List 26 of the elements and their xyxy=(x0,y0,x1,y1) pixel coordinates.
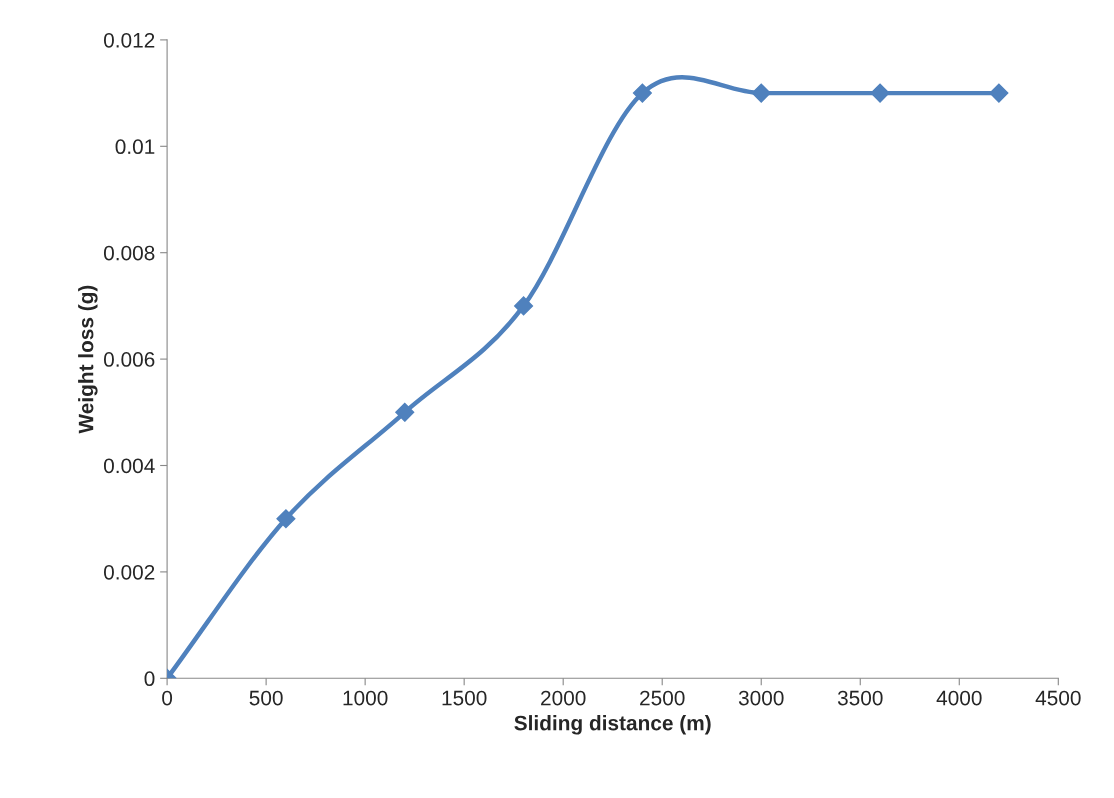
x-tick-label: 1000 xyxy=(343,690,388,706)
y-tick-label: 0.004 xyxy=(103,458,155,474)
y-tick-label: 0.008 xyxy=(103,245,155,261)
x-tick-label: 0 xyxy=(162,690,173,706)
y-tick-label: 0.006 xyxy=(103,352,155,367)
x-tick-label: 4500 xyxy=(1035,690,1081,706)
point xyxy=(514,296,534,316)
y-tick-label: 0.002 xyxy=(103,564,155,580)
x-tick-label: 3500 xyxy=(837,690,883,706)
x-tick-label: 4000 xyxy=(936,690,982,706)
point xyxy=(989,83,1009,103)
x-tick-label: 2000 xyxy=(541,690,586,706)
y-tick-label: 0 xyxy=(144,671,155,687)
point xyxy=(276,509,296,529)
x-tick-label: 1500 xyxy=(442,690,487,706)
point xyxy=(395,402,415,422)
point xyxy=(751,83,771,103)
y-axis-title: Weight loss (g) xyxy=(78,285,98,434)
x-tick-label: 2500 xyxy=(640,690,685,706)
point xyxy=(632,83,652,103)
x-tick-label: 500 xyxy=(249,690,283,706)
x-axis-title: Sliding distance (m) xyxy=(514,715,711,735)
point xyxy=(870,83,890,103)
y-tick-label: 0.012 xyxy=(103,32,155,48)
x-tick-label: 3000 xyxy=(738,690,784,706)
y-tick-label: 0.01 xyxy=(115,139,155,155)
